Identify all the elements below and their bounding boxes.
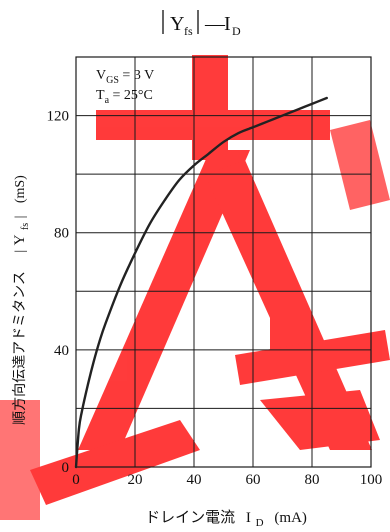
- svg-text:Y: Y: [170, 13, 184, 35]
- x-tick-label: 0: [72, 472, 80, 488]
- svg-text:fs: fs: [184, 24, 193, 38]
- svg-text:Ta = 25°C: Ta = 25°C: [96, 88, 153, 106]
- watermark: [0, 55, 390, 520]
- svg-text:ドレイン電流 I D (: ドレイン電流 I D (mA): [145, 508, 307, 530]
- x-tick-label: 20: [128, 472, 143, 488]
- x-tick-label: 40: [187, 472, 202, 488]
- conditions-annotation: VGS = 3 V Ta = 25°C: [96, 68, 154, 106]
- svg-text:D: D: [232, 24, 241, 38]
- y-axis-label: 順方向伝達アドミタンス | Y fs | (mS): [12, 175, 32, 425]
- y-tick-label: 40: [54, 343, 69, 359]
- series-group: [74, 96, 328, 469]
- svg-text:VGS = 3 V: VGS = 3 V: [96, 68, 154, 86]
- svg-text:—: —: [204, 13, 226, 35]
- x-tick-label: 60: [246, 472, 261, 488]
- y-tick-label: 120: [47, 109, 70, 125]
- chart-title: Y fs — I D: [162, 10, 241, 38]
- x-tick-label: 100: [360, 472, 383, 488]
- series-line: [74, 96, 328, 469]
- y-tick-label: 0: [62, 460, 70, 476]
- tick-labels: 0 20 40 60 80 100 0 40 80 120: [47, 109, 383, 488]
- svg-text:順方向伝達アドミタンス | Y: 順方向伝達アドミタンス | Y fs | (mS): [12, 175, 32, 425]
- plot-frame: [75, 56, 372, 468]
- svg-text:I: I: [224, 13, 231, 35]
- y-tick-label: 80: [54, 226, 69, 242]
- x-tick-label: 80: [305, 472, 320, 488]
- x-axis-label: ドレイン電流 I D (mA): [145, 508, 307, 530]
